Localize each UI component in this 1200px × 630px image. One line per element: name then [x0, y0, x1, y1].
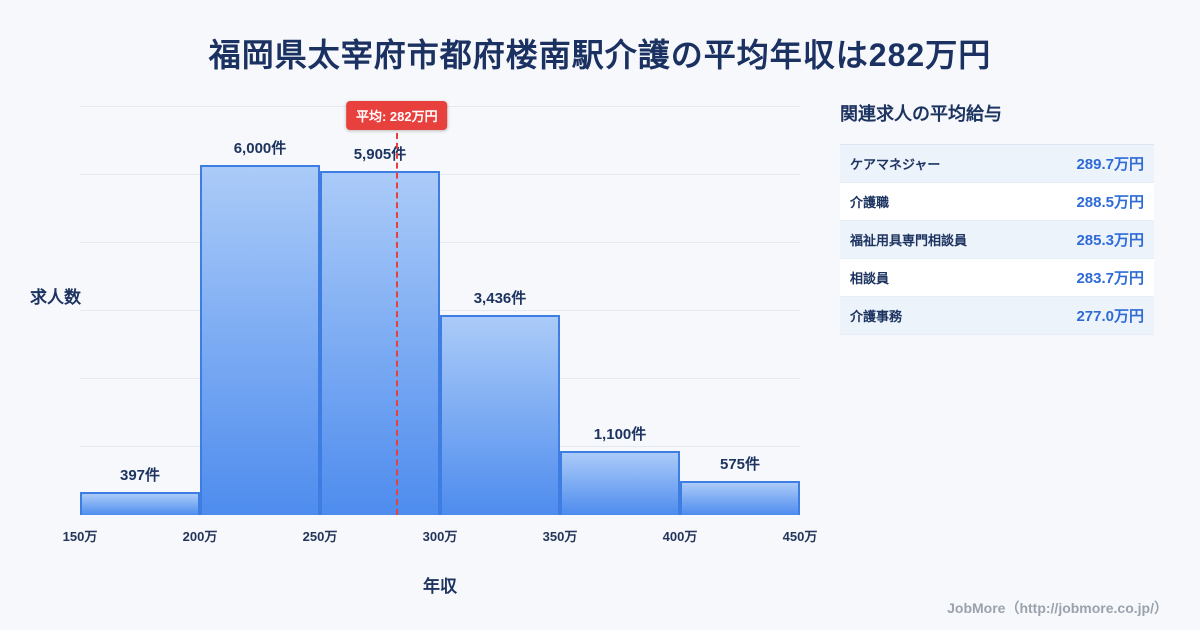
job-salary: 277.0万円	[1076, 308, 1144, 325]
x-tick-label: 250万	[302, 529, 338, 544]
bar-value-label: 6,000件	[233, 140, 287, 157]
plot-area: 397件 6,000件 5,905件 3,436件 1,100件 575件 平均: 282…	[80, 101, 800, 515]
histogram-bar: 3,436件	[440, 107, 560, 515]
histogram-bar: 397件	[80, 107, 200, 515]
x-axis-label: 年収	[423, 577, 457, 596]
bar-value-label: 1,100件	[593, 426, 647, 443]
x-tick-label: 400万	[662, 529, 698, 544]
bar-value-label: 397件	[119, 467, 161, 484]
job-salary: 283.7万円	[1076, 270, 1144, 287]
related-salary-row: 介護事務 277.0万円	[840, 297, 1154, 335]
x-ticks: 150万 200万 250万 300万 350万 400万 450万	[63, 526, 818, 546]
x-tick-label: 300万	[422, 529, 458, 544]
footer-credit: JobMore（http://jobmore.co.jp/）	[947, 600, 1168, 616]
average-line	[395, 133, 398, 515]
bar-rect	[680, 481, 800, 515]
job-name: 介護事務	[850, 309, 903, 324]
bar-value-label: 5,905件	[353, 146, 407, 163]
job-name: ケアマネジャー	[850, 157, 941, 172]
page-title: 福岡県太宰府市都府楼南駅介護の平均年収は282万円	[208, 37, 992, 73]
bar-rect	[200, 165, 320, 515]
related-salary-table: ケアマネジャー 289.7万円介護職 288.5万円福祉用具専門相談員 285.3万円…	[840, 144, 1154, 335]
histogram-bar: 1,100件	[560, 107, 680, 515]
gridline	[80, 310, 800, 311]
related-salary-row: 相談員 283.7万円	[840, 259, 1154, 297]
related-salary-heading: 関連求人の平均給与	[840, 104, 1002, 124]
histogram-bar: 575件	[680, 107, 800, 515]
histogram-bar: 6,000件	[200, 107, 320, 515]
related-salary-row: 介護職 288.5万円	[840, 183, 1154, 221]
job-salary: 285.3万円	[1076, 232, 1144, 249]
job-salary: 289.7万円	[1076, 156, 1144, 173]
bars: 397件 6,000件 5,905件 3,436件 1,100件 575件	[80, 107, 800, 515]
average-badge: 平均: 282万円	[345, 101, 448, 130]
job-salary: 288.5万円	[1076, 194, 1144, 211]
bar-value-label: 3,436件	[473, 290, 527, 307]
related-salary-row: ケアマネジャー 289.7万円	[840, 145, 1154, 183]
bar-rect	[80, 492, 200, 515]
bar-rect	[560, 451, 680, 515]
x-tick-label: 200万	[182, 529, 218, 544]
bar-rect	[320, 171, 440, 515]
y-axis-label: 求人数	[30, 288, 81, 307]
x-tick-label: 450万	[782, 529, 818, 544]
related-salary-panel: 関連求人の平均給与 ケアマネジャー 289.7万円介護職 288.5万円福祉用具専門…	[840, 100, 1154, 335]
x-tick-label: 150万	[62, 529, 98, 544]
x-tick-label: 350万	[542, 529, 578, 544]
job-name: 介護職	[850, 195, 890, 210]
gridline	[80, 242, 800, 243]
gridline	[80, 174, 800, 175]
bar-rect	[440, 315, 560, 515]
related-salary-row: 福祉用具専門相談員 285.3万円	[840, 221, 1154, 259]
bar-value-label: 575件	[719, 456, 761, 473]
job-name: 福祉用具専門相談員	[850, 233, 968, 248]
job-name: 相談員	[850, 271, 890, 286]
histogram-bar: 5,905件	[320, 107, 440, 515]
